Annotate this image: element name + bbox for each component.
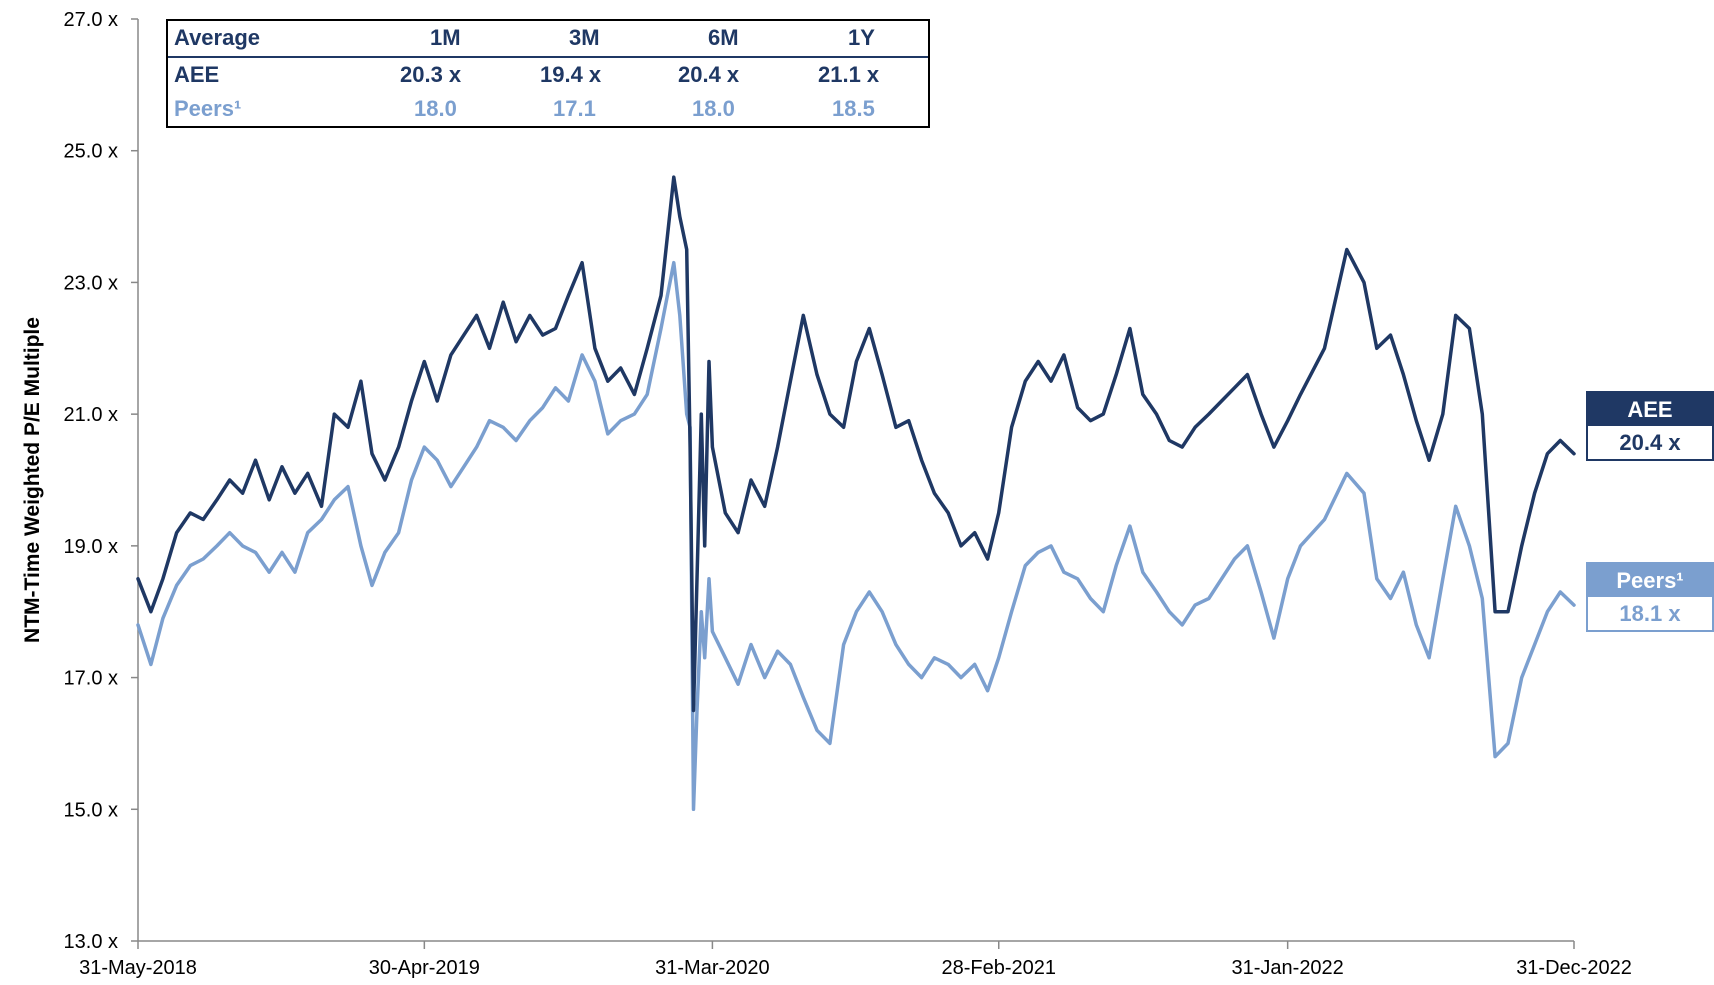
y-axis: 13.0 x 15.0 x 17.0 x 19.0 x 21.0 x 23.0 x 25.0… <box>64 9 139 953</box>
averages-header-divider <box>168 56 928 58</box>
averages-cell: 20.3 x <box>400 62 462 87</box>
series-line-aee <box>136 175 1576 713</box>
averages-header-1m: 1M <box>430 25 461 50</box>
averages-header-row: Average 1M 3M 6M 1Y <box>168 21 928 55</box>
y-tick-label: 27.0 x <box>64 9 118 31</box>
series-line-peers <box>136 260 1576 812</box>
x-axis: 31-May-2018 30-Apr-2019 31-Mar-2020 28-Feb-… <box>79 940 1632 979</box>
averages-row-aee: AEE 20.3 x 19.4 x 20.4 x 21.1 x <box>168 58 928 92</box>
x-tick-label: 30-Apr-2019 <box>369 957 480 979</box>
y-tick-label: 23.0 x <box>64 272 118 294</box>
y-axis-title: NTM-Time Weighted P/E Multiple <box>21 317 44 643</box>
y-tick-label: 21.0 x <box>64 404 118 426</box>
averages-cell: 18.0 <box>692 96 735 121</box>
x-tick-label: 31-May-2018 <box>79 957 197 979</box>
averages-cell: 18.0 <box>414 96 457 121</box>
averages-row-peers: Peers¹ 18.0 17.1 18.0 18.5 <box>168 92 928 126</box>
averages-cell: 21.1 x <box>818 62 880 87</box>
y-tick-label: 19.0 x <box>64 536 118 558</box>
peers-end-label: Peers¹ 18.1 x <box>1586 562 1714 632</box>
averages-cell: 19.4 x <box>540 62 602 87</box>
aee-end-label-name: AEE <box>1588 393 1712 426</box>
peers-end-label-value: 18.1 x <box>1588 597 1712 630</box>
y-tick-label: 15.0 x <box>64 799 118 821</box>
averages-header-1y: 1Y <box>848 25 875 50</box>
averages-header-label: Average <box>174 25 261 50</box>
y-tick-label: 17.0 x <box>64 668 118 690</box>
averages-row-label: Peers¹ <box>174 96 242 121</box>
averages-header-6m: 6M <box>708 25 739 50</box>
x-tick-label: 31-Mar-2020 <box>655 957 770 979</box>
averages-row-label: AEE <box>174 62 220 87</box>
averages-cell: 17.1 <box>553 96 596 121</box>
aee-end-label-value: 20.4 x <box>1588 426 1712 459</box>
averages-header-3m: 3M <box>569 25 600 50</box>
peers-end-label-name: Peers¹ <box>1588 564 1712 597</box>
aee-end-label: AEE 20.4 x <box>1586 391 1714 461</box>
averages-cell: 20.4 x <box>678 62 740 87</box>
x-tick-label: 31-Jan-2022 <box>1232 957 1344 979</box>
averages-table: Average 1M 3M 6M 1Y AEE 20.3 x 19.4 x 20… <box>166 19 930 128</box>
y-tick-label: 25.0 x <box>64 141 118 163</box>
y-tick-label: 13.0 x <box>64 931 118 953</box>
averages-cell: 18.5 <box>832 96 875 121</box>
x-tick-label: 28-Feb-2021 <box>941 957 1056 979</box>
x-tick-label: 31-Dec-2022 <box>1516 957 1632 979</box>
series-layer <box>136 175 1576 812</box>
